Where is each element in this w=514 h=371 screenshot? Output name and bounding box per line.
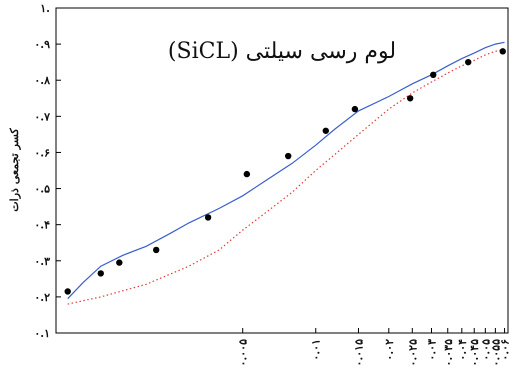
dotted-series-line <box>67 48 505 305</box>
x-tick-label: ۰.۰۵۵ <box>489 339 502 367</box>
data-point <box>97 270 104 277</box>
y-tick-label: ۰.۵ <box>34 183 50 196</box>
x-tick-label: ۰.۰۵ <box>479 339 492 361</box>
x-tick-label: ۰.۰۳۵ <box>442 339 455 367</box>
x-tick-label: ۰.۰۱ <box>310 339 323 361</box>
x-tick-label: ۰.۰۴۵ <box>468 339 481 367</box>
data-point <box>204 214 212 221</box>
data-point <box>430 71 437 79</box>
x-tick-label: ۰.۰۴ <box>456 339 469 361</box>
y-tick-label: ۰.۹ <box>34 38 50 51</box>
x-tick-label: ۰.۰۲ <box>383 339 396 361</box>
data-point <box>243 170 251 178</box>
data-point <box>322 127 329 134</box>
points-layer <box>64 48 506 295</box>
tick-layer: ۰.۱ ۰.۲ ۰.۳ ۰.۴ ۰.۵ ۰.۶ ۰.۷ ۰.۸ ۰.۹ ۱. ۰.۰۰۵ ۰.۰۱ ۰.… <box>34 2 511 366</box>
y-tick-label: ۱. <box>40 2 50 15</box>
x-tick-label: ۰.۰۱۵ <box>352 339 365 367</box>
plot-frame <box>55 7 509 334</box>
x-tick-label: ۰.۰۳ <box>426 339 439 361</box>
y-tick-label: ۰.۱ <box>34 327 50 340</box>
data-point <box>406 95 414 102</box>
y-tick-label: ۰.۴ <box>34 219 50 232</box>
data-point <box>285 152 292 160</box>
y-tick-label: ۰.۶ <box>34 146 50 159</box>
data-point <box>351 105 359 113</box>
solid-series-line <box>67 41 505 300</box>
data-point <box>465 58 472 66</box>
y-tick-label: ۰.۳ <box>34 255 50 268</box>
data-point <box>64 288 71 295</box>
data-point <box>153 246 160 254</box>
x-tick-label: ۰.۰۲۵ <box>406 339 419 367</box>
y-axis-label: کسر تجمعی ذرات <box>8 128 21 212</box>
y-tick-label: ۰.۲ <box>34 291 50 304</box>
y-tick-label: ۰.۸ <box>34 74 50 87</box>
x-tick-label: ۰.۰۰۵ <box>237 339 250 367</box>
chart-title: لوم رسی سیلتی (SiCL) <box>168 39 396 64</box>
data-point <box>499 48 506 55</box>
x-tick-label: ۰.۰۶ <box>499 339 512 361</box>
y-tick-label: ۰.۷ <box>34 110 50 123</box>
data-point <box>116 259 123 266</box>
series-layer <box>67 41 505 305</box>
